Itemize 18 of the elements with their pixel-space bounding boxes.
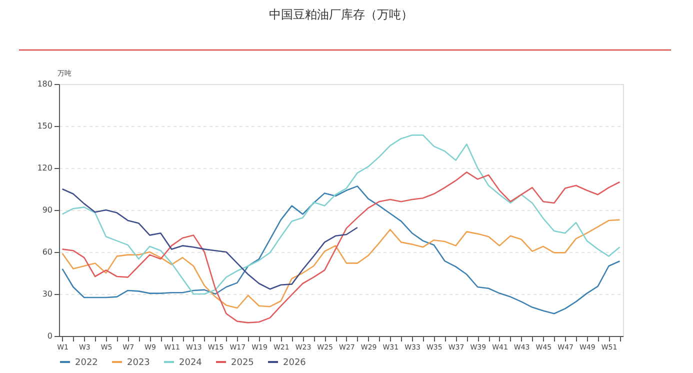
y-tick-label: 90: [42, 206, 52, 214]
legend-label: 2023: [127, 358, 150, 368]
legend-label: 2024: [179, 358, 202, 368]
y-tick-label: 180: [37, 80, 52, 88]
y-tick-label: 120: [37, 164, 52, 172]
y-tick-label: 150: [37, 122, 52, 130]
y-tick-label: 0: [47, 332, 52, 340]
legend-label: 2026: [283, 358, 306, 368]
legend-label: 2025: [231, 358, 254, 368]
line-series: [62, 134, 620, 295]
chart-title: 中国豆粕油厂库存（万吨）: [269, 8, 413, 22]
line-series: [62, 186, 620, 314]
line-series: [62, 188, 358, 290]
legend-label: 2022: [75, 358, 98, 368]
y-tick-label: 30: [42, 290, 52, 298]
y-tick-label: 60: [42, 248, 52, 256]
line-series: [62, 219, 620, 309]
line-series: [62, 172, 620, 324]
